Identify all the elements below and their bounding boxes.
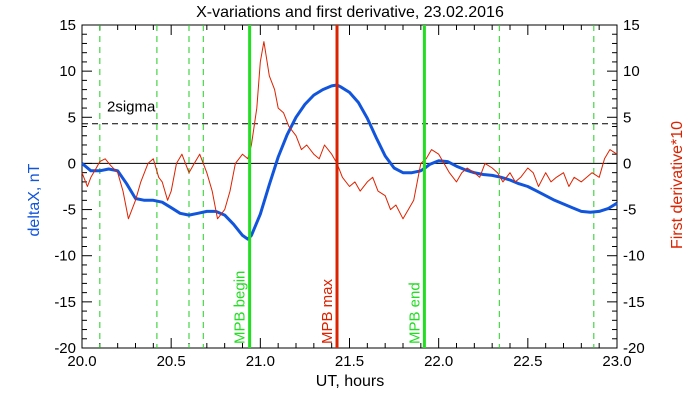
y-tick-label-left: -10 xyxy=(54,248,76,265)
x-tick-label: 23.0 xyxy=(602,353,631,370)
y-tick-label-right: -15 xyxy=(623,294,645,311)
marker-label: MPB begin xyxy=(232,271,249,344)
x-tick-label: 21.5 xyxy=(335,353,364,370)
y-tick-label-left: -15 xyxy=(54,294,76,311)
y-tick-label-right: 15 xyxy=(623,17,640,34)
y-tick-label-left: -5 xyxy=(63,202,76,219)
two-sigma-label: 2sigma xyxy=(107,99,156,116)
x-tick-label: 22.0 xyxy=(424,353,453,370)
x-tick-label: 20.5 xyxy=(157,353,186,370)
y-tick-label-right: -5 xyxy=(623,202,636,219)
y-tick-label-left: -20 xyxy=(54,340,76,357)
y-tick-label-right: -10 xyxy=(623,248,645,265)
y-tick-label-left: 10 xyxy=(59,63,76,80)
y-tick-label-right: 0 xyxy=(623,155,631,172)
x-tick-label: 22.5 xyxy=(513,353,542,370)
deltax-series-line xyxy=(81,83,618,241)
y-tick-label-left: 0 xyxy=(68,155,76,172)
x-tick-label: 20.0 xyxy=(67,353,96,370)
y-axis-left-title: deltaX, nT xyxy=(26,163,43,236)
y-tick-label-right: 5 xyxy=(623,109,631,126)
y-tick-label-right: -20 xyxy=(623,340,645,357)
plot-area: 20.0 20.5 21.0 21.5 22.0 22.5 23.0 15 15 10 10 5 5 0 0… xyxy=(54,17,644,370)
x-tick-label: 21.0 xyxy=(246,353,275,370)
marker-label: MPB max xyxy=(319,278,336,344)
x-axis-title: UT, hours xyxy=(316,373,384,390)
chart-title: X-variations and first derivative, 23.02… xyxy=(196,4,504,21)
y-axis-right-title: First derivative*10 xyxy=(669,121,686,249)
y-tick-label-left: 15 xyxy=(59,17,76,34)
y-tick-label-right: 10 xyxy=(623,63,640,80)
marker-label: MPB end xyxy=(406,282,423,344)
y-tick-label-left: 5 xyxy=(68,109,76,126)
